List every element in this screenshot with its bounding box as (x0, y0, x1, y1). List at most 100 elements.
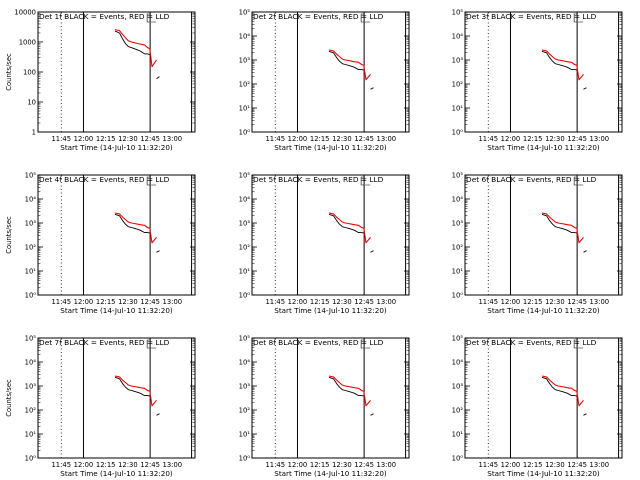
x-tick-label: 11:45 (478, 461, 498, 469)
plot-frame (37, 337, 196, 459)
x-axis-label: Start Time (14-Jul-10 11:32:20) (274, 469, 387, 478)
x-tick-label: 11:45 (478, 298, 498, 306)
bracket-marker (146, 176, 157, 186)
bracket-marker (360, 176, 371, 186)
plot-area (274, 175, 407, 295)
x-axis-label: Start Time (14-Jul-10 11:32:20) (274, 306, 387, 315)
x-tick-label: 11:45 (51, 135, 71, 143)
x-axis-label: Start Time (14-Jul-10 11:32:20) (487, 143, 600, 152)
y-axis-label: Counts/sec (5, 379, 13, 417)
detector-panel-5: Det 5f BLACK = Events, RED = LLD 10⁰ 10¹ 10… (239, 172, 410, 315)
x-tick-label: 12:45 (354, 298, 374, 306)
events-series-line (328, 50, 374, 90)
events-series-line (541, 376, 587, 416)
y-tick-label: 10¹ (25, 431, 37, 439)
x-tick-label: 12:45 (354, 135, 374, 143)
x-axis-label: Start Time (14-Jul-10 11:32:20) (60, 143, 173, 152)
y-tick-label: 10² (239, 81, 251, 89)
y-tick-label: 10⁴ (452, 196, 464, 204)
x-tick-label: 13:00 (163, 461, 183, 469)
x-axis-label: Start Time (14-Jul-10 11:32:20) (60, 469, 173, 478)
y-tick-label: 10⁰ (452, 292, 464, 300)
plot-title: Det 3f BLACK = Events, RED = LLD (466, 12, 597, 21)
plot-frame (464, 337, 623, 459)
x-tick-label: 13:00 (163, 298, 183, 306)
x-tick-label: 11:45 (51, 298, 71, 306)
plot-area (487, 12, 620, 132)
x-tick-label: 12:15 (523, 135, 543, 143)
x-axis-label: Start Time (14-Jul-10 11:32:20) (60, 306, 173, 315)
x-tick-label: 12:30 (332, 298, 352, 306)
plot-frame (464, 174, 623, 296)
x-axis-label: Start Time (14-Jul-10 11:32:20) (274, 143, 387, 152)
y-tick-label: 10⁵ (452, 9, 464, 17)
y-tick-label: 10³ (239, 57, 251, 65)
x-tick-label: 12:15 (96, 298, 116, 306)
x-tick-label: 12:45 (567, 135, 587, 143)
y-tick-label: 10³ (25, 383, 37, 391)
detector-panel-6: Det 6f BLACK = Events, RED = LLD 10⁰ 10¹ 10… (452, 172, 623, 315)
x-tick-label: 12:15 (96, 461, 116, 469)
x-tick-label: 12:30 (118, 135, 138, 143)
plot-frame (37, 174, 196, 296)
y-tick-label: 10⁰ (452, 129, 464, 137)
y-tick-label: 10⁵ (239, 335, 251, 343)
y-tick-label: 10² (25, 244, 37, 252)
y-tick-label: 10⁴ (25, 196, 37, 204)
y-tick-label: 10 (27, 99, 36, 107)
plot-title: Det 9f BLACK = Events, RED = LLD (466, 338, 597, 347)
y-tick-label: 10³ (239, 383, 251, 391)
events-series-line (541, 213, 587, 253)
y-axis-label: Counts/sec (5, 53, 13, 91)
y-tick-label: 10² (239, 244, 251, 252)
x-axis-label: Start Time (14-Jul-10 11:32:20) (487, 306, 600, 315)
plot-area (60, 12, 193, 132)
plot-frame (251, 11, 410, 133)
plot-title: Det 1f BLACK = Events, RED = LLD (39, 12, 170, 21)
y-tick-label: 10⁰ (452, 455, 464, 463)
plot-area (274, 338, 407, 458)
y-tick-label: 10¹ (452, 105, 464, 113)
y-tick-label: 10¹ (239, 431, 251, 439)
x-axis-label: Start Time (14-Jul-10 11:32:20) (487, 469, 600, 478)
plot-area (274, 12, 407, 132)
y-tick-label: 10³ (452, 57, 464, 65)
y-tick-label: 10¹ (452, 268, 464, 276)
y-tick-label: 10¹ (452, 431, 464, 439)
x-tick-label: 13:00 (590, 298, 610, 306)
x-tick-label: 12:45 (567, 461, 587, 469)
y-tick-label: 10⁴ (25, 359, 37, 367)
x-tick-label: 12:45 (354, 461, 374, 469)
events-series-line (114, 213, 160, 253)
bracket-marker (146, 339, 157, 349)
y-tick-label: 10² (452, 81, 464, 89)
x-tick-label: 11:45 (51, 461, 71, 469)
plot-frame (251, 174, 410, 296)
x-tick-label: 11:45 (478, 135, 498, 143)
x-tick-label: 12:00 (74, 135, 94, 143)
detector-panel-1: Det 1f BLACK = Events, RED = LLD 1 10 100 10… (5, 9, 196, 152)
y-tick-label: 10⁴ (239, 33, 251, 41)
detector-panel-4: Det 4f BLACK = Events, RED = LLD 10⁰ 10¹ 10… (5, 172, 196, 315)
x-tick-label: 12:30 (332, 461, 352, 469)
x-tick-label: 12:45 (567, 298, 587, 306)
x-tick-label: 12:00 (74, 298, 94, 306)
bracket-marker (573, 176, 584, 186)
plot-title: Det 7f BLACK = Events, RED = LLD (39, 338, 170, 347)
x-tick-label: 12:00 (288, 298, 308, 306)
plot-title: Det 8f BLACK = Events, RED = LLD (253, 338, 384, 347)
bracket-marker (360, 13, 371, 23)
y-tick-label: 10³ (452, 220, 464, 228)
x-tick-label: 12:00 (74, 461, 94, 469)
x-tick-label: 12:00 (501, 135, 521, 143)
y-tick-label: 10⁰ (25, 455, 37, 463)
plot-frame (464, 11, 623, 133)
y-tick-label: 10¹ (239, 105, 251, 113)
events-series-line (114, 30, 160, 80)
y-tick-label: 10⁰ (239, 292, 251, 300)
y-tick-label: 10⁵ (25, 172, 37, 180)
plot-area (487, 175, 620, 295)
x-tick-label: 12:00 (288, 135, 308, 143)
plot-frame (251, 337, 410, 459)
x-tick-label: 12:45 (140, 298, 160, 306)
